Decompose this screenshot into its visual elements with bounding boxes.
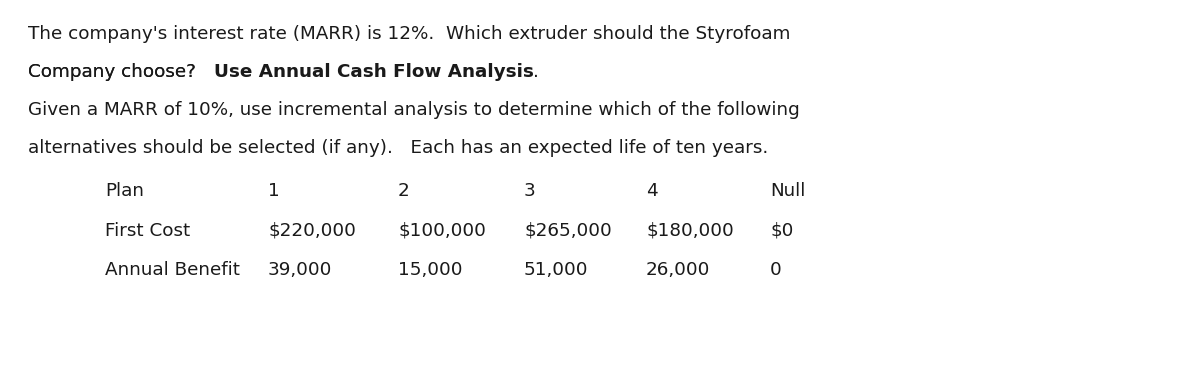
Text: The company's interest rate (MARR) is 12%.  Which extruder should the Styrofoam: The company's interest rate (MARR) is 12…: [28, 25, 791, 43]
Text: 51,000: 51,000: [524, 261, 588, 279]
Text: 4: 4: [646, 182, 658, 200]
Text: Plan: Plan: [106, 182, 144, 200]
Text: 3: 3: [524, 182, 535, 200]
Text: 39,000: 39,000: [268, 261, 332, 279]
Text: Company choose?: Company choose?: [28, 63, 214, 81]
Text: $220,000: $220,000: [268, 222, 356, 240]
Text: Null: Null: [770, 182, 805, 200]
Text: Given a MARR of 10%, use incremental analysis to determine which of the followin: Given a MARR of 10%, use incremental ana…: [28, 101, 799, 119]
Text: 2: 2: [398, 182, 409, 200]
Text: $265,000: $265,000: [524, 222, 612, 240]
Text: Annual Benefit: Annual Benefit: [106, 261, 240, 279]
Text: $0: $0: [770, 222, 793, 240]
Text: First Cost: First Cost: [106, 222, 191, 240]
Text: .: .: [533, 63, 539, 81]
Text: Use Annual Cash Flow Analysis: Use Annual Cash Flow Analysis: [214, 63, 533, 81]
Text: 15,000: 15,000: [398, 261, 462, 279]
Text: Company choose?: Company choose?: [28, 63, 214, 81]
Text: $100,000: $100,000: [398, 222, 486, 240]
Text: 0: 0: [770, 261, 781, 279]
Text: 26,000: 26,000: [646, 261, 710, 279]
Text: $180,000: $180,000: [646, 222, 733, 240]
Text: 1: 1: [268, 182, 280, 200]
Text: alternatives should be selected (if any).   Each has an expected life of ten yea: alternatives should be selected (if any)…: [28, 139, 768, 157]
